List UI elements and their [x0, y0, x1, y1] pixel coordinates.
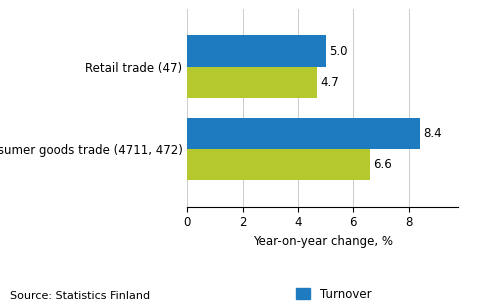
Bar — [187, 149, 370, 180]
Bar — [187, 67, 317, 98]
X-axis label: Year-on-year change, %: Year-on-year change, % — [253, 235, 393, 248]
Bar — [187, 118, 420, 149]
Text: 5.0: 5.0 — [329, 45, 348, 58]
Text: 8.4: 8.4 — [423, 127, 442, 140]
Text: Source: Statistics Finland: Source: Statistics Finland — [10, 291, 150, 301]
Legend: Turnover, Sales volume: Turnover, Sales volume — [296, 288, 399, 304]
Bar — [187, 36, 326, 67]
Text: 4.7: 4.7 — [321, 76, 340, 89]
Text: 6.6: 6.6 — [373, 158, 392, 171]
